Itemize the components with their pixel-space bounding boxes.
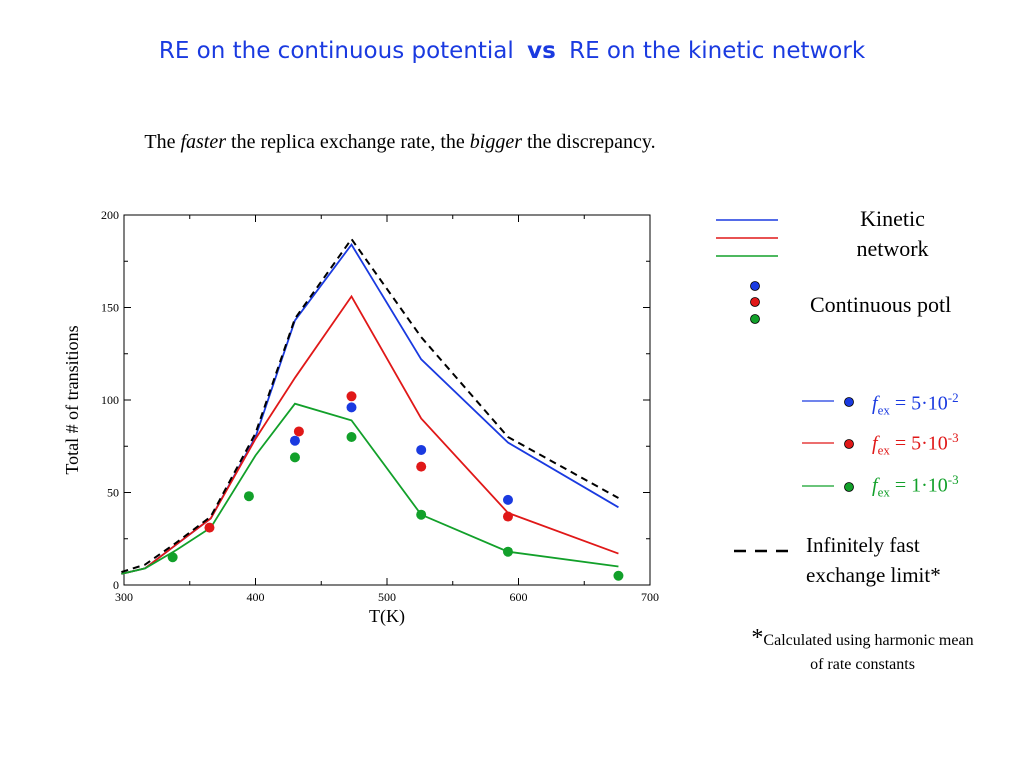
x-tick-label: 300 [115, 590, 133, 604]
fex2-value: = 5·10 [889, 432, 948, 455]
fex1-sub: ex [877, 402, 890, 418]
green-data-point [613, 570, 624, 581]
red-data-point [293, 426, 304, 437]
title-left: RE on the continuous potential [158, 38, 514, 64]
subtitle-faster: faster [180, 131, 227, 153]
green-data-point [167, 552, 178, 563]
footnote-star: * [751, 625, 764, 651]
blue-data-point [502, 494, 513, 505]
green-data-point [243, 491, 254, 502]
y-axis-label: Total # of transitions [62, 325, 82, 474]
legend-fex1: fex = 5·10-2 [872, 390, 959, 419]
fex1-exp: -2 [947, 390, 959, 405]
legend-fex2-dot [844, 439, 854, 449]
red-line-series [121, 294, 619, 575]
y-tick-label: 50 [107, 486, 119, 500]
red-data-point [416, 461, 427, 472]
legend-continuous-green-dot [750, 314, 760, 324]
legend-fex3-dot [844, 482, 854, 492]
y-tick-label: 100 [101, 393, 119, 407]
y-tick-label: 0 [113, 578, 119, 592]
blue-line-series [121, 242, 619, 575]
y-tick-label: 150 [101, 301, 119, 315]
green-data-point [416, 509, 427, 520]
x-tick-label: 400 [247, 590, 265, 604]
fex1-value: = 5·10 [889, 392, 948, 415]
footnote: *Calculated using harmonic mean of rate … [745, 626, 980, 677]
blue-data-point [416, 444, 427, 455]
fex3-exp: -3 [947, 472, 959, 487]
legend-fex2: fex = 5·10-3 [872, 430, 959, 459]
title-vs: vs [527, 38, 556, 64]
black-dashed-series [121, 237, 619, 574]
subtitle-part2: the replica exchange rate, the [226, 131, 470, 153]
red-data-point [204, 522, 215, 533]
slide-title: RE on the continuous potential vs RE on … [0, 38, 1024, 64]
subtitle-bigger: bigger [469, 131, 522, 153]
legend-fex3: fex = 1·10-3 [872, 472, 959, 501]
legend-fex1-dot [844, 397, 854, 407]
red-data-point [502, 511, 513, 522]
footnote-text: Calculated using harmonic mean of rate c… [763, 632, 974, 673]
legend-kinetic-network: Kinetic network [856, 206, 929, 261]
green-data-point [502, 546, 513, 557]
red-data-point [346, 391, 357, 402]
blue-data-point [346, 402, 357, 413]
x-tick-label: 500 [378, 590, 396, 604]
fex1-symbol: f [872, 392, 878, 415]
x-axis-label: T(K) [369, 606, 405, 627]
legend-infinitely-fast: Infinitely fast exchange limit* [806, 533, 941, 587]
blue-data-point [289, 435, 300, 446]
fex2-symbol: f [872, 432, 878, 455]
y-tick-label: 200 [101, 208, 119, 222]
green-data-point [346, 432, 357, 442]
slide-subtitle: The faster the replica exchange rate, th… [120, 128, 680, 156]
subtitle-part1: The [144, 131, 181, 153]
green-data-point [289, 452, 300, 463]
legend-continuous-potl: Continuous potl [810, 292, 952, 317]
subtitle-part3: the discrepancy. [521, 131, 656, 153]
fex3-value: = 1·10 [889, 474, 948, 497]
legend-continuous-red-dot [750, 297, 760, 307]
green-line-series [121, 402, 619, 575]
fex3-sub: ex [877, 484, 890, 500]
x-tick-label: 700 [641, 590, 659, 604]
x-tick-label: 600 [510, 590, 528, 604]
fex2-exp: -3 [947, 430, 959, 445]
legend-continuous-blue-dot [750, 281, 760, 291]
title-right: RE on the kinetic network [569, 38, 866, 64]
fex3-symbol: f [872, 474, 878, 497]
plot-frame [123, 214, 651, 586]
fex2-sub: ex [877, 442, 890, 458]
